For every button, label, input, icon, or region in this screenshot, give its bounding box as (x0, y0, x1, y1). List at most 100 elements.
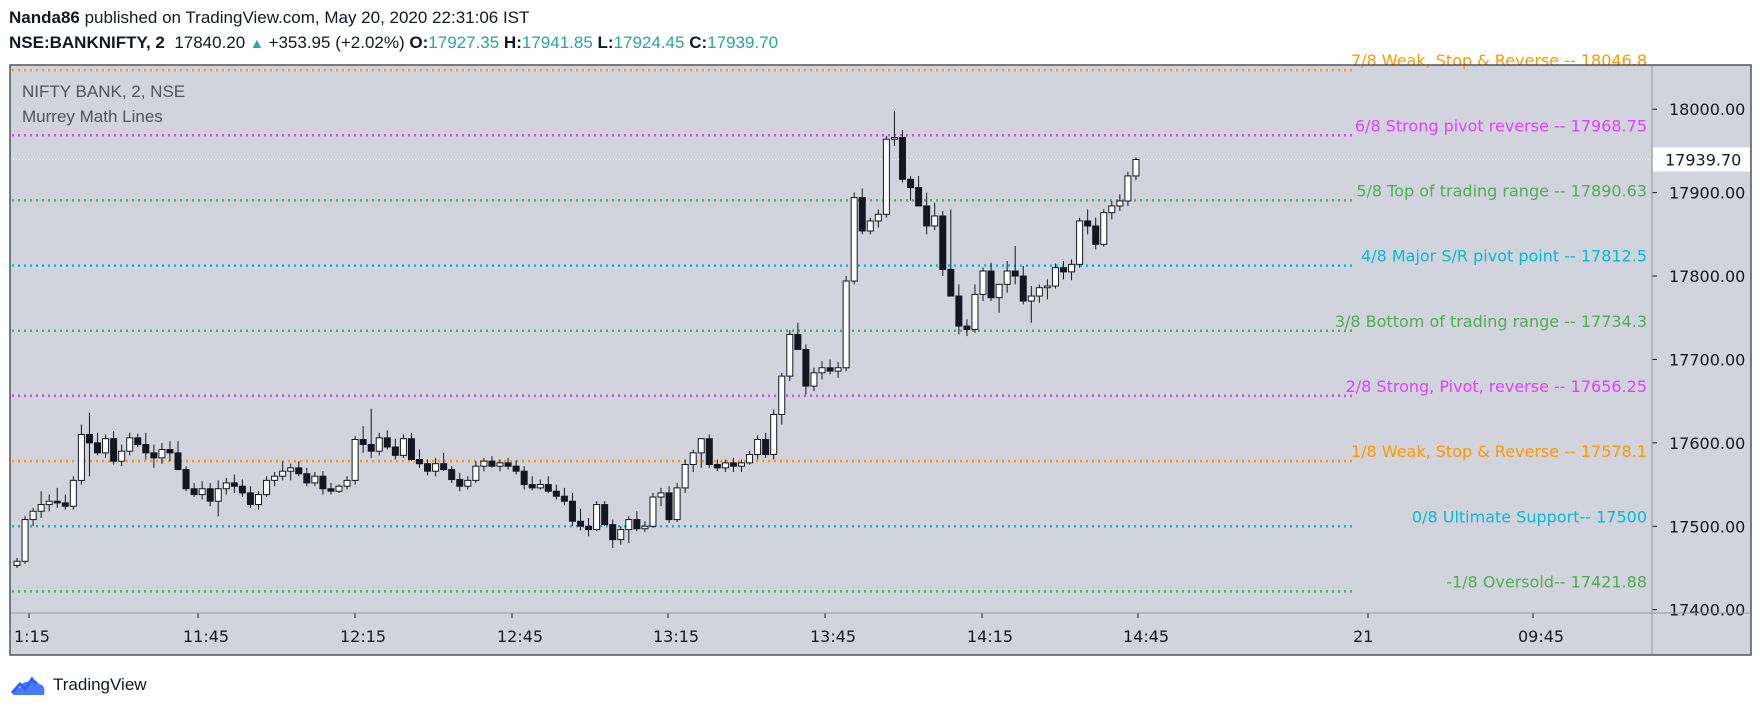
candle (1068, 259, 1076, 281)
candle-body (536, 484, 544, 489)
candle (536, 479, 544, 490)
tradingview-cloud-icon[interactable] (9, 673, 47, 697)
candle (689, 449, 697, 473)
candle (609, 519, 617, 548)
candle-body (246, 492, 254, 506)
candle (255, 491, 262, 510)
candle (198, 481, 206, 500)
candle-body (375, 437, 383, 452)
time-tick-label: 11:45 (183, 627, 229, 646)
candle-body (367, 444, 375, 452)
plot-area[interactable] (10, 65, 1652, 613)
ohlc-header: NSE:BANKNIFTY, 2 17840.20 ▲ +353.95 (+2.… (9, 33, 778, 53)
candle (126, 432, 134, 456)
candle-body (649, 496, 657, 527)
candle (738, 459, 745, 473)
candle-body (174, 452, 182, 471)
time-tick-label: 12:15 (340, 627, 386, 646)
candle (77, 424, 85, 485)
candle-body (37, 504, 45, 512)
time-axis[interactable] (10, 613, 1652, 655)
candle (271, 472, 279, 487)
candle-body (142, 444, 150, 454)
tradingview-brand[interactable]: TradingView (53, 675, 147, 694)
candle-body (729, 462, 737, 467)
candle-body (746, 454, 754, 464)
candle-body (915, 187, 923, 207)
candle (351, 436, 359, 485)
murrey-label: 6/8 Strong pivot reverse -- 17968.75 (1355, 116, 1647, 135)
candle (834, 361, 842, 378)
candle (432, 457, 440, 477)
time-tick-label: 21 (1353, 627, 1373, 646)
murrey-math-lines: 7/8 Weak, Stop & Reverse -- 18046.8 6/8 S… (10, 51, 1652, 593)
candle-body (343, 479, 351, 487)
candle (1092, 217, 1100, 250)
price-tick-label: 17500.00 (1669, 517, 1745, 536)
candle-body (214, 488, 222, 502)
candle-body (657, 492, 665, 498)
candle-body (1092, 225, 1100, 245)
candle-body (102, 438, 110, 454)
candle (657, 487, 665, 507)
candle-body (77, 434, 85, 481)
candle (1132, 157, 1140, 181)
candle-body (907, 178, 915, 189)
candle-body (399, 438, 407, 456)
candle (1011, 245, 1019, 285)
candle-body (1003, 270, 1011, 285)
candle-body (496, 462, 504, 467)
candle-body (874, 213, 882, 222)
candle-body (432, 463, 440, 472)
candle-body (512, 465, 520, 472)
candlestick-chart[interactable]: 7/8 Weak, Stop & Reverse -- 18046.8 6/8 S… (0, 0, 1762, 660)
candle (279, 461, 287, 481)
candle-body (738, 462, 745, 467)
publisher-name: Nanda86 (9, 8, 80, 27)
candle (915, 175, 923, 207)
murrey-label: 7/8 Weak, Stop & Reverse -- 18046.8 (1351, 51, 1647, 70)
candle (383, 430, 391, 450)
candle (987, 262, 995, 302)
candle-body (85, 434, 93, 444)
candle (955, 284, 963, 335)
candle (770, 409, 778, 460)
candle-body (544, 484, 552, 492)
time-tick-label: 09:45 (1518, 627, 1564, 646)
candle (512, 460, 520, 475)
candle-body (923, 205, 931, 227)
candle (874, 209, 882, 228)
candle (53, 487, 61, 508)
candle (102, 434, 110, 458)
last-price-tag (1653, 147, 1750, 172)
candle (174, 441, 182, 471)
candle (762, 432, 770, 458)
candle (488, 456, 496, 468)
candles (13, 110, 1140, 568)
candle-body (29, 510, 37, 521)
candle-body (585, 525, 593, 531)
candle-body (440, 463, 448, 471)
candle (1019, 266, 1027, 305)
time-tick-label: 13:15 (653, 627, 699, 646)
candle (1084, 209, 1092, 235)
candle-body (593, 504, 601, 531)
candle-body (255, 494, 262, 506)
candle (61, 494, 69, 510)
candle (222, 477, 230, 495)
candle-body (271, 475, 279, 481)
candle-body (94, 442, 101, 454)
price-tick-label: 18000.00 (1669, 100, 1745, 119)
candle-body (480, 460, 488, 467)
candle (303, 467, 311, 487)
candle (673, 482, 681, 523)
candle-body (552, 490, 560, 497)
candle (754, 435, 762, 460)
candle-body (1035, 287, 1043, 297)
candle-body (456, 479, 464, 487)
candle (407, 432, 415, 462)
candle (287, 463, 295, 481)
candle (1124, 171, 1132, 206)
candle (818, 361, 826, 380)
candle (1035, 284, 1043, 303)
